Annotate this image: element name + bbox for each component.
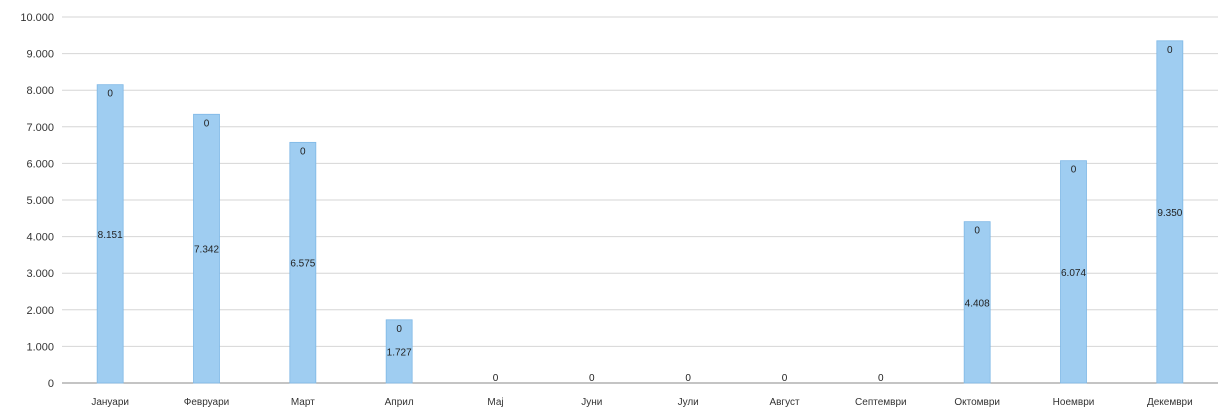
y-tick-label: 8.000 <box>26 85 54 97</box>
y-tick-label: 4.000 <box>26 232 54 244</box>
y-tick-label: 3.000 <box>26 268 54 280</box>
x-tick-label: Септември <box>855 397 907 408</box>
y-tick-label: 10.000 <box>20 12 54 24</box>
bar-top-label: 0 <box>878 373 884 384</box>
x-tick-label: Април <box>385 397 414 408</box>
y-tick-label: 9.000 <box>26 49 54 61</box>
y-tick-label: 6.000 <box>26 158 54 170</box>
x-tick-label: Март <box>291 397 315 408</box>
bar-top-label: 0 <box>396 324 402 335</box>
bar-value-label: 4.408 <box>965 298 990 309</box>
y-axis-tick-labels: 0 1.000 2.000 3.000 4.000 5.000 6.000 7.000 8.00… <box>20 12 54 390</box>
bars <box>96 40 1184 384</box>
bar-value-label: 6.575 <box>290 259 315 270</box>
x-tick-label: Август <box>769 397 800 408</box>
bar <box>1060 160 1087 384</box>
x-tick-label: Јули <box>678 397 699 408</box>
bar-top-label: 0 <box>974 226 980 237</box>
x-tick-label: Ноември <box>1053 397 1095 408</box>
bar <box>193 113 220 384</box>
y-tick-label: 7.000 <box>26 122 54 134</box>
bar-top-label: 0 <box>1167 45 1173 56</box>
data-labels: 0 8.151 0 7.342 0 6.575 0 1.727 0 0 0 0 0 0 4.408 0 6.07… <box>98 45 1183 384</box>
bar-value-label: 7.342 <box>194 245 219 256</box>
bar-value-label: 9.350 <box>1157 208 1182 219</box>
bar-top-label: 0 <box>685 373 691 384</box>
x-tick-label: Декември <box>1147 397 1193 408</box>
x-axis-tick-labels: Јануари Февруари Март Април Мај Јуни Јули Авгус… <box>91 397 1192 408</box>
y-tick-label: 1.000 <box>26 341 54 353</box>
x-tick-label: Јуни <box>581 397 602 408</box>
gridlines <box>62 16 1218 384</box>
bar-top-label: 0 <box>204 118 210 129</box>
bar <box>963 221 991 384</box>
y-tick-label: 5.000 <box>26 195 54 207</box>
x-tick-label: Февруари <box>184 397 230 408</box>
x-tick-label: Октомври <box>954 397 1000 408</box>
y-tick-label: 2.000 <box>26 305 54 317</box>
bar-value-label: 8.151 <box>98 230 123 241</box>
bar <box>289 141 317 384</box>
x-tick-label: Јануари <box>91 397 129 408</box>
bar-top-label: 0 <box>300 146 306 157</box>
bar-top-label: 0 <box>1071 165 1077 176</box>
y-tick-label: 0 <box>48 378 54 390</box>
bar-top-label: 0 <box>107 89 113 100</box>
bar <box>385 319 413 384</box>
bar-top-label: 0 <box>589 373 595 384</box>
bar-top-label: 0 <box>782 373 788 384</box>
bar-value-label: 6.074 <box>1061 268 1086 279</box>
bar <box>96 84 124 384</box>
bar-top-label: 0 <box>493 373 499 384</box>
bar <box>1156 40 1184 384</box>
x-tick-label: Мај <box>487 397 503 408</box>
bar-value-label: 1.727 <box>387 347 412 358</box>
